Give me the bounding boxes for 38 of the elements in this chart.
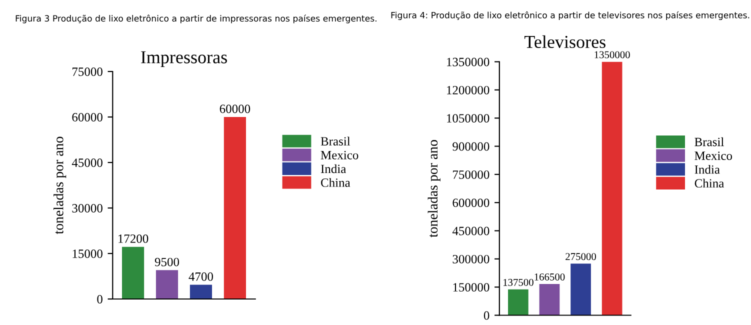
y-tick-label: 30000 (72, 204, 102, 212)
y-tick-label: 150000 (453, 283, 490, 292)
data-label: 17200 (118, 234, 148, 243)
legend-label: China (321, 178, 350, 187)
data-label: 275000 (566, 253, 596, 260)
y-tick-label: 75000 (72, 68, 102, 76)
legend-label: Mexico (694, 152, 732, 160)
y-tick-label: 750000 (453, 170, 490, 179)
y-tick-label: 0 (484, 311, 490, 320)
y-tick-label: 600000 (452, 198, 490, 208)
legend-label: Brasil (320, 136, 350, 146)
y-tick-label: 300000 (452, 254, 490, 264)
data-label: 9500 (154, 258, 180, 266)
y-tick-label: 15000 (72, 250, 102, 258)
legend-label: India (694, 164, 720, 174)
legend-label: China (694, 178, 724, 188)
text: Figura 4: Produção de lixo eletrônico a partir de televisores nos países emergentes. (391, 11, 750, 20)
data-label: 60000 (220, 104, 250, 114)
data-label: 4700 (188, 272, 214, 281)
chart-title: Televisores (524, 35, 606, 48)
y-tick-label: 450000 (452, 226, 490, 236)
data-label: 137500 (503, 278, 534, 286)
y-tick-label: 1200000 (447, 86, 490, 94)
y-axis-title: toneladas por ano (54, 136, 66, 234)
y-tick-label: 900000 (452, 142, 490, 151)
y-tick-label: 0 (97, 295, 102, 304)
y-tick-label: 45000 (72, 158, 102, 167)
chart-title: Impressoras (141, 51, 227, 68)
legend-label: Brasil (694, 137, 724, 146)
y-tick-label: 1050000 (447, 114, 490, 123)
y-axis-title: toneladas por ano (428, 140, 440, 238)
legend-label: India (320, 164, 346, 174)
text: Figura 3 Produção de lixo eletrônico a partir de impressoras nos países emergentes. (16, 14, 376, 24)
legend-label: Mexico (320, 150, 358, 160)
y-tick-label: 1350000 (447, 58, 490, 66)
data-label: 1350000 (594, 51, 630, 58)
y-tick-label: 60000 (72, 113, 102, 122)
data-label: 166500 (534, 273, 565, 280)
